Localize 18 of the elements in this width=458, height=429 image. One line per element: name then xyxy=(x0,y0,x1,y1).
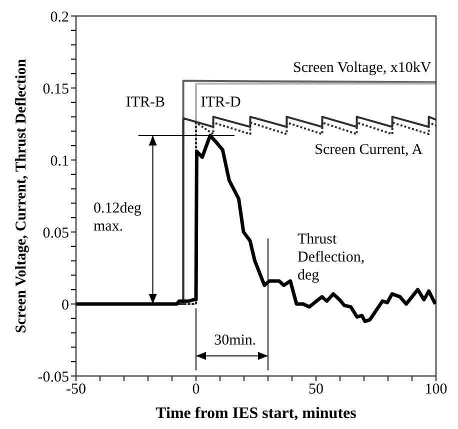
series-label: Screen Current, A xyxy=(314,142,423,158)
y-tick-label: 0.2 xyxy=(50,9,69,26)
annotation: ITR-D xyxy=(200,94,241,111)
y-tick-label: 0 xyxy=(62,297,69,314)
x-tick-label: 50 xyxy=(308,382,324,398)
y-tick-label: 0.1 xyxy=(50,153,69,170)
x-tick-label: 100 xyxy=(424,382,448,398)
y-tick-label: 0.15 xyxy=(42,81,69,98)
y-tick-label: 0.05 xyxy=(42,225,69,242)
y-tick-label: -0.05 xyxy=(38,369,69,386)
series-label: Screen Voltage, x10kV xyxy=(293,60,432,76)
annotation: ITR-B xyxy=(126,94,166,111)
annotation: 0.12deg max. xyxy=(94,200,142,234)
series-label: Thrust Deflection, deg xyxy=(298,232,365,284)
annotation: 30min. xyxy=(214,332,256,348)
x-tick-label: 0 xyxy=(192,382,200,398)
y-axis-title: Screen Voltage, Current, Thrust Deflection xyxy=(13,58,30,334)
x-tick-label: -50 xyxy=(66,382,86,398)
